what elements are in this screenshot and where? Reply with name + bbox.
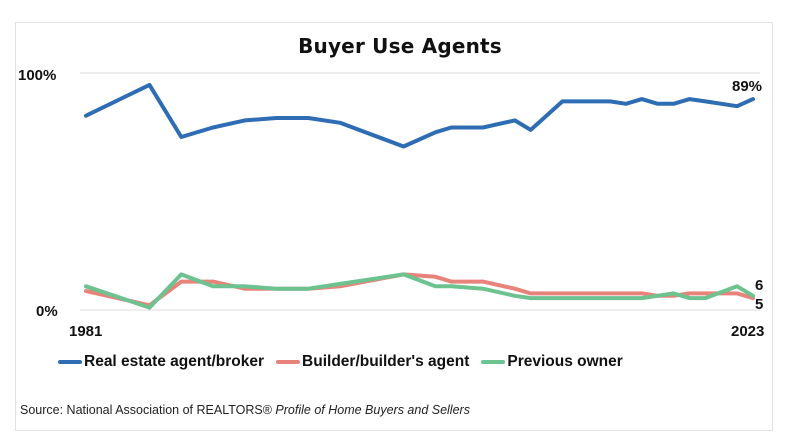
legend-swatch-owner (481, 360, 506, 364)
legend-item-builder: Builder/builder's agent (276, 353, 469, 371)
legend: Real estate agent/broker Builder/builder… (58, 353, 635, 371)
chart-title: Buyer Use Agents (298, 34, 502, 58)
legend-item-agent: Real estate agent/broker (58, 353, 264, 371)
legend-item-owner: Previous owner (481, 353, 623, 371)
owner-end-label: 6 (755, 277, 763, 294)
series-line-real-estate-agent-broker (84, 82, 755, 149)
x-tick-start: 1981 (69, 323, 102, 340)
legend-label-owner: Previous owner (507, 353, 623, 370)
series-line-previous-owner (84, 272, 755, 310)
builder-end-label: 5 (755, 296, 763, 313)
agent-end-label: 89% (732, 78, 762, 95)
y-tick-0: 0% (36, 303, 58, 320)
series-lines (84, 82, 755, 310)
source-title: Profile of Home Buyers and Sellers (275, 403, 470, 417)
legend-swatch-agent (58, 360, 82, 364)
legend-swatch-builder (276, 360, 301, 364)
source-prefix: Source: National Association of REALTORS… (20, 403, 272, 417)
source-note: Source: National Association of REALTORS… (20, 403, 470, 417)
series-line-builder-builder-s-agent (84, 272, 755, 308)
legend-label-agent: Real estate agent/broker (84, 353, 265, 370)
y-tick-100: 100% (18, 67, 56, 84)
x-tick-end: 2023 (731, 323, 764, 340)
legend-label-builder: Builder/builder's agent (302, 353, 470, 370)
